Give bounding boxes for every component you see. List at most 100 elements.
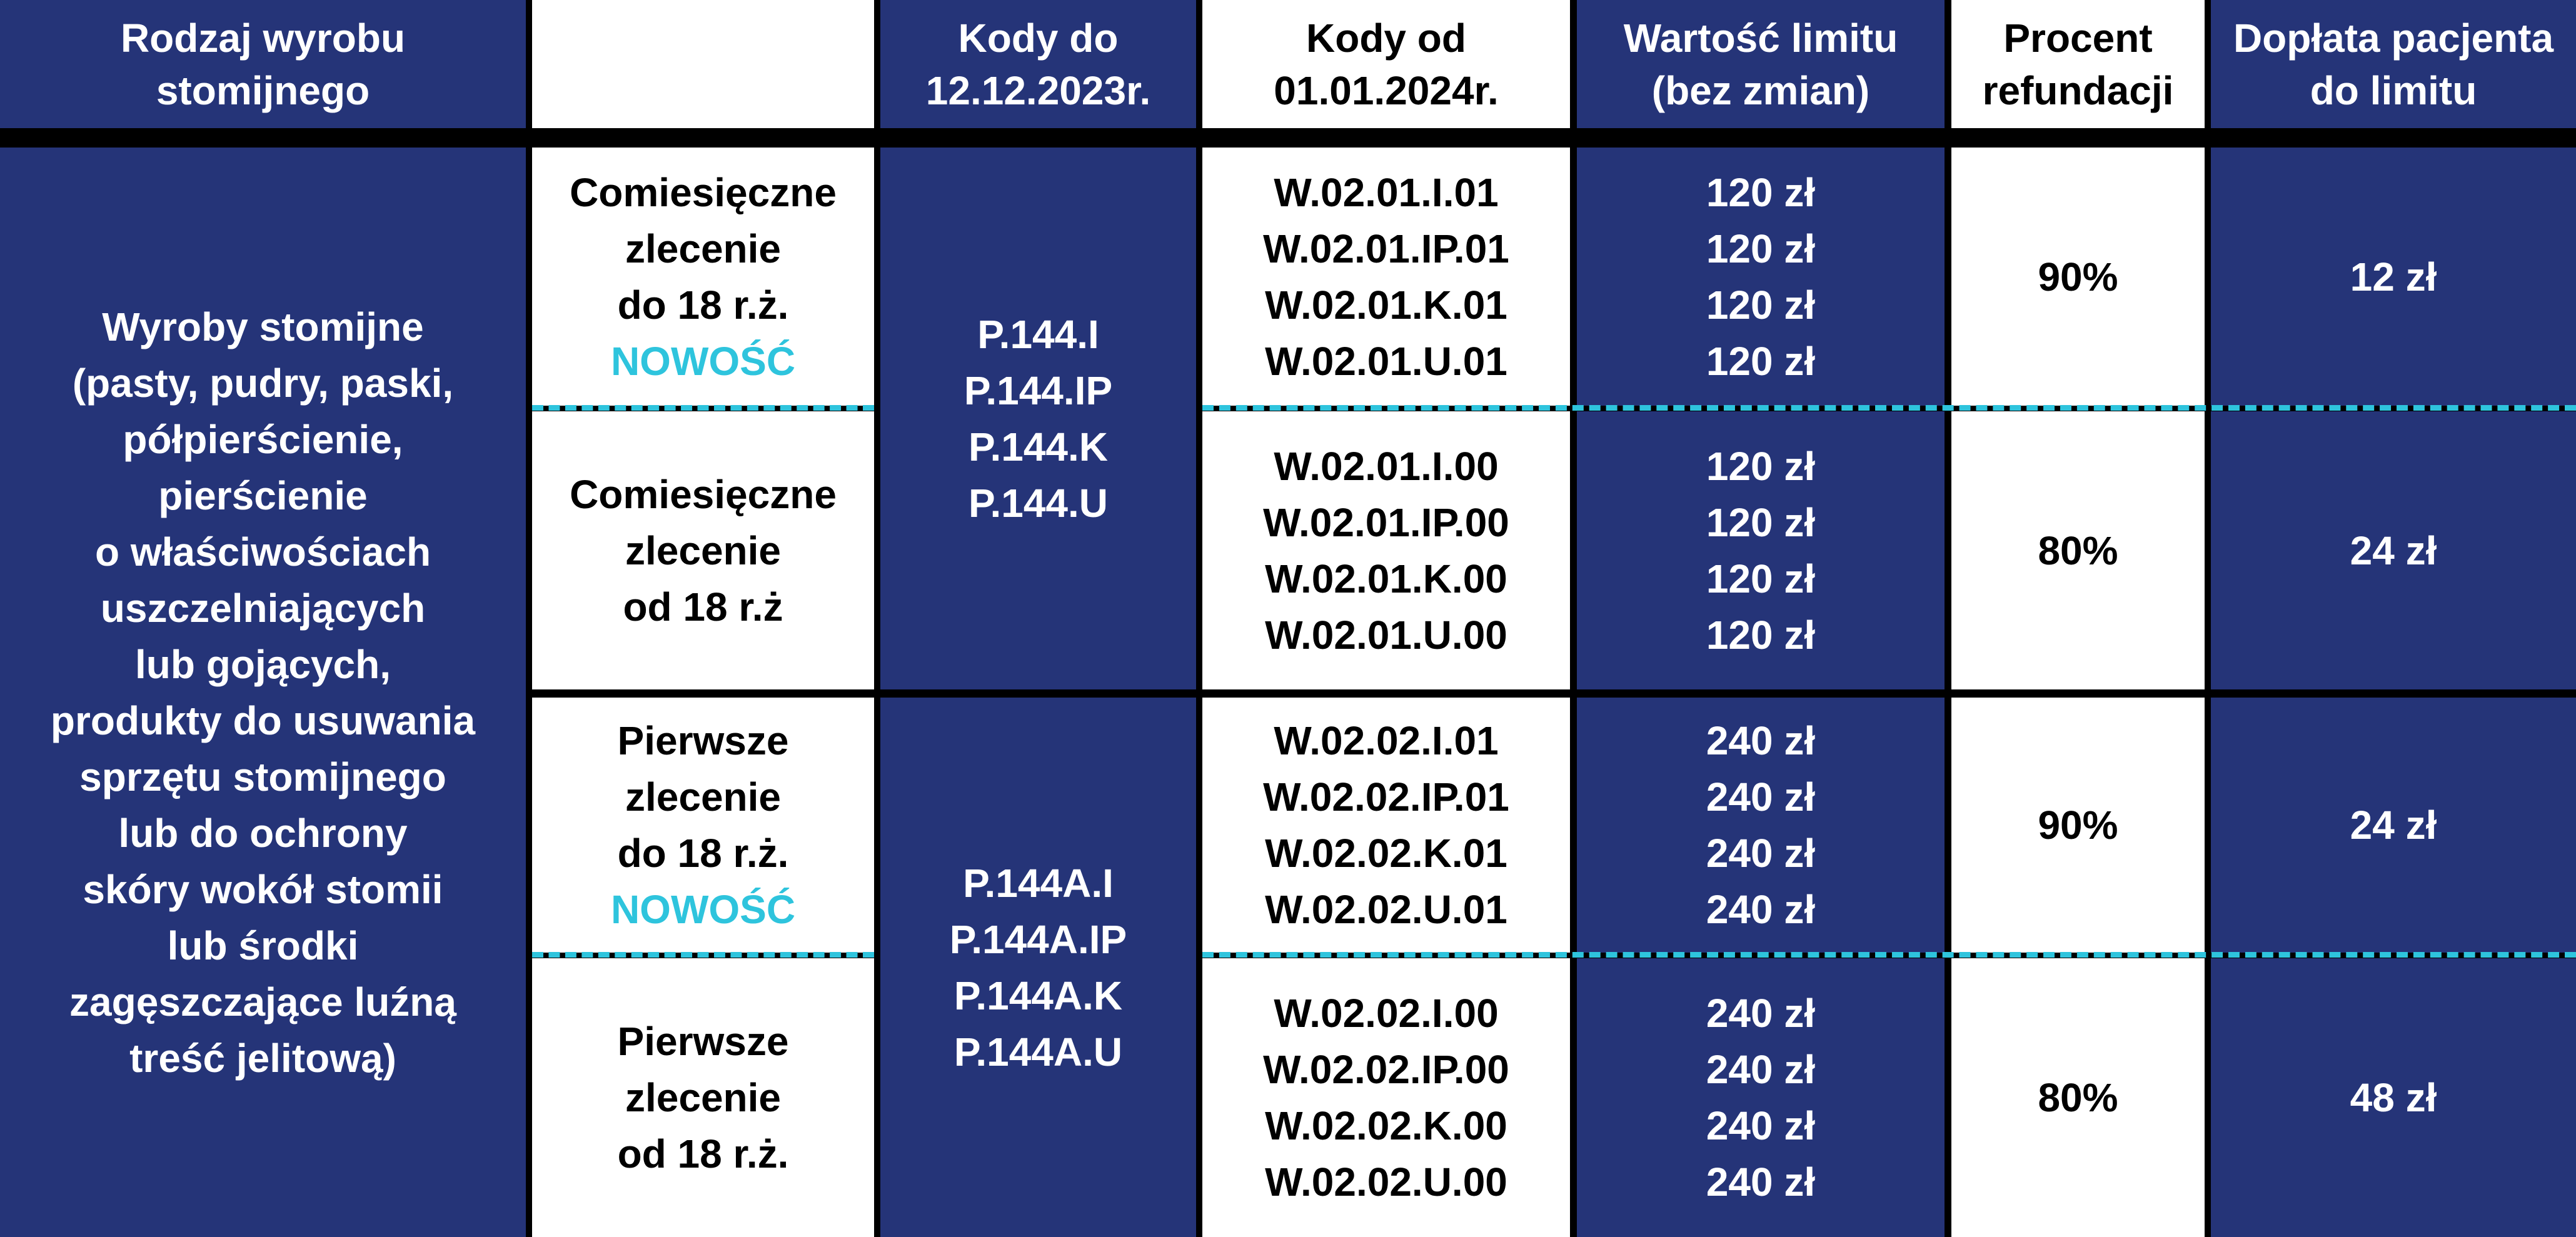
new-badge: NOWOŚĆ bbox=[610, 338, 796, 384]
header-col7-line: Dopłata pacjenta bbox=[2233, 15, 2554, 61]
product-type-line: Wyroby stomijne bbox=[102, 304, 424, 349]
refund-percent: 80% bbox=[1951, 958, 2205, 1237]
product-type-line: lub do ochrony bbox=[118, 810, 408, 856]
product-type-line: zagęszczające luźną bbox=[69, 979, 456, 1024]
new-codes-line: W.02.01.K.00 bbox=[1265, 556, 1507, 601]
new-codes-line: W.02.02.K.00 bbox=[1265, 1103, 1507, 1148]
product-type-line: sprzętu stomijnego bbox=[79, 754, 446, 799]
patient-copay-line: 24 zł bbox=[2350, 803, 2437, 848]
limit-values-line: 120 zł bbox=[1706, 282, 1816, 328]
old-codes: P.144A.I P.144A.IP P.144A.K P.144A.U bbox=[880, 698, 1196, 1237]
limit-values-line: 120 zł bbox=[1706, 338, 1816, 384]
order-type-line: do 18 r.ż. bbox=[617, 282, 789, 328]
old-codes-line: P.144A.I bbox=[963, 860, 1114, 906]
header-col1-line: stomijnego bbox=[156, 68, 370, 113]
header-col1-line: Rodzaj wyrobu bbox=[120, 15, 406, 61]
order-type: Comiesięczne zlecenie do 18 r.ż. NOWOŚĆ bbox=[532, 148, 874, 406]
dashed-separator bbox=[532, 952, 874, 958]
order-type-line: zlecenie bbox=[625, 1075, 782, 1120]
header-col3-line: 12.12.2023r. bbox=[925, 68, 1151, 113]
product-type-line: uszczelniających bbox=[100, 585, 426, 631]
patient-copay: 24 zł bbox=[2211, 698, 2576, 953]
patient-copay-line: 24 zł bbox=[2350, 528, 2437, 573]
product-type-line: skóry wokół stomii bbox=[83, 866, 443, 912]
limit-values-line: 240 zł bbox=[1706, 718, 1816, 763]
refund-percent-line: 90% bbox=[2038, 254, 2118, 299]
order-type-line: zlecenie bbox=[625, 226, 782, 271]
refund-percent: 90% bbox=[1951, 698, 2205, 953]
order-type: Pierwsze zlecenie od 18 r.ż. bbox=[532, 958, 874, 1237]
new-codes-line: W.02.02.I.00 bbox=[1274, 991, 1499, 1036]
product-type-line: lub gojących, bbox=[135, 641, 391, 687]
order-type-line: Comiesięczne bbox=[570, 471, 837, 517]
new-codes-line: W.02.01.K.01 bbox=[1265, 282, 1507, 328]
header-col1: Rodzaj wyrobu stomijnego bbox=[0, 0, 526, 128]
limit-values-line: 240 zł bbox=[1706, 1159, 1816, 1204]
order-type-line: Pierwsze bbox=[617, 1019, 789, 1064]
limit-values-line: 240 zł bbox=[1706, 1047, 1816, 1092]
header-col5: Wartość limitu (bez zmian) bbox=[1577, 0, 1945, 128]
header-col6: Procent refundacji bbox=[1951, 0, 2205, 128]
dashed-separator bbox=[532, 405, 874, 411]
limit-values: 240 zł 240 zł 240 zł 240 zł bbox=[1577, 698, 1945, 953]
new-codes: W.02.01.I.00 W.02.01.IP.00 W.02.01.K.00 W.0… bbox=[1202, 411, 1570, 689]
new-codes-line: W.02.02.U.01 bbox=[1265, 887, 1507, 932]
header-col5-line: (bez zmian) bbox=[1651, 68, 1870, 113]
header-col6-line: Procent bbox=[2003, 15, 2153, 61]
header-col5-line: Wartość limitu bbox=[1623, 15, 1898, 61]
order-type-line: zlecenie bbox=[625, 774, 782, 819]
order-type-line: od 18 r.ż. bbox=[617, 1131, 789, 1176]
patient-copay: 24 zł bbox=[2211, 411, 2576, 689]
old-codes-line: P.144.I bbox=[977, 311, 1099, 357]
patient-copay: 48 zł bbox=[2211, 958, 2576, 1237]
header-col4-line: Kody od bbox=[1306, 15, 1466, 61]
product-type-line: o właściwościach bbox=[94, 529, 431, 574]
new-codes-line: W.02.02.IP.01 bbox=[1263, 774, 1509, 819]
dashed-separator bbox=[1202, 952, 2576, 958]
limit-values-line: 120 zł bbox=[1706, 226, 1816, 271]
refund-percent-line: 80% bbox=[2038, 528, 2118, 573]
limit-values-line: 120 zł bbox=[1706, 499, 1816, 545]
product-type-line: pierścienie bbox=[158, 473, 368, 518]
new-badge: NOWOŚĆ bbox=[610, 887, 796, 932]
old-codes-line: P.144.U bbox=[969, 480, 1108, 526]
old-codes-line: P.144A.U bbox=[953, 1029, 1123, 1074]
product-type-line: produkty do usuwania bbox=[50, 698, 476, 743]
header-col4: Kody od 01.01.2024r. bbox=[1202, 0, 1570, 128]
header-col7-line: do limitu bbox=[2310, 68, 2477, 113]
order-type-line: Pierwsze bbox=[617, 718, 789, 763]
old-codes: P.144.I P.144.IP P.144.K P.144.U bbox=[880, 148, 1196, 689]
limit-values-line: 120 zł bbox=[1706, 443, 1816, 489]
refund-percent: 90% bbox=[1951, 148, 2205, 406]
header-col3-line: Kody do bbox=[958, 15, 1119, 61]
limit-values-line: 120 zł bbox=[1706, 556, 1816, 601]
product-type-line: treść jelitową) bbox=[129, 1035, 396, 1081]
limit-values: 120 zł 120 zł 120 zł 120 zł bbox=[1577, 148, 1945, 406]
new-codes-line: W.02.02.K.01 bbox=[1265, 831, 1507, 876]
order-type-line: Comiesięczne bbox=[570, 169, 837, 215]
new-codes-line: W.02.02.IP.00 bbox=[1263, 1047, 1509, 1092]
old-codes-line: P.144.K bbox=[969, 424, 1108, 469]
old-codes-line: P.144A.K bbox=[953, 973, 1123, 1018]
limit-values-line: 120 zł bbox=[1706, 169, 1816, 215]
refund-percent-line: 90% bbox=[2038, 803, 2118, 848]
header-col2 bbox=[532, 0, 874, 128]
order-type-line: od 18 r.ż bbox=[623, 584, 783, 629]
limit-values-line: 120 zł bbox=[1706, 612, 1816, 658]
new-codes-line: W.02.02.I.01 bbox=[1274, 718, 1499, 763]
patient-copay: 12 zł bbox=[2211, 148, 2576, 406]
new-codes: W.02.02.I.00 W.02.02.IP.00 W.02.02.K.00 W.0… bbox=[1202, 958, 1570, 1237]
order-type: Pierwsze zlecenie do 18 r.ż. NOWOŚĆ bbox=[532, 698, 874, 953]
header-col6-line: refundacji bbox=[1982, 68, 2174, 113]
product-type-line: lub środki bbox=[167, 923, 359, 968]
product-type: Wyroby stomijne (pasty, pudry, paski, półp… bbox=[0, 148, 526, 1237]
product-type-line: (pasty, pudry, paski, bbox=[72, 360, 454, 406]
limit-values-line: 240 zł bbox=[1706, 831, 1816, 876]
new-codes-line: W.02.01.IP.01 bbox=[1263, 226, 1509, 271]
new-codes-line: W.02.02.U.00 bbox=[1265, 1159, 1507, 1204]
patient-copay-line: 12 zł bbox=[2350, 254, 2437, 299]
patient-copay-line: 48 zł bbox=[2350, 1075, 2437, 1120]
limit-values-line: 240 zł bbox=[1706, 774, 1816, 819]
new-codes-line: W.02.01.U.00 bbox=[1265, 612, 1507, 658]
order-type-line: zlecenie bbox=[625, 528, 782, 573]
